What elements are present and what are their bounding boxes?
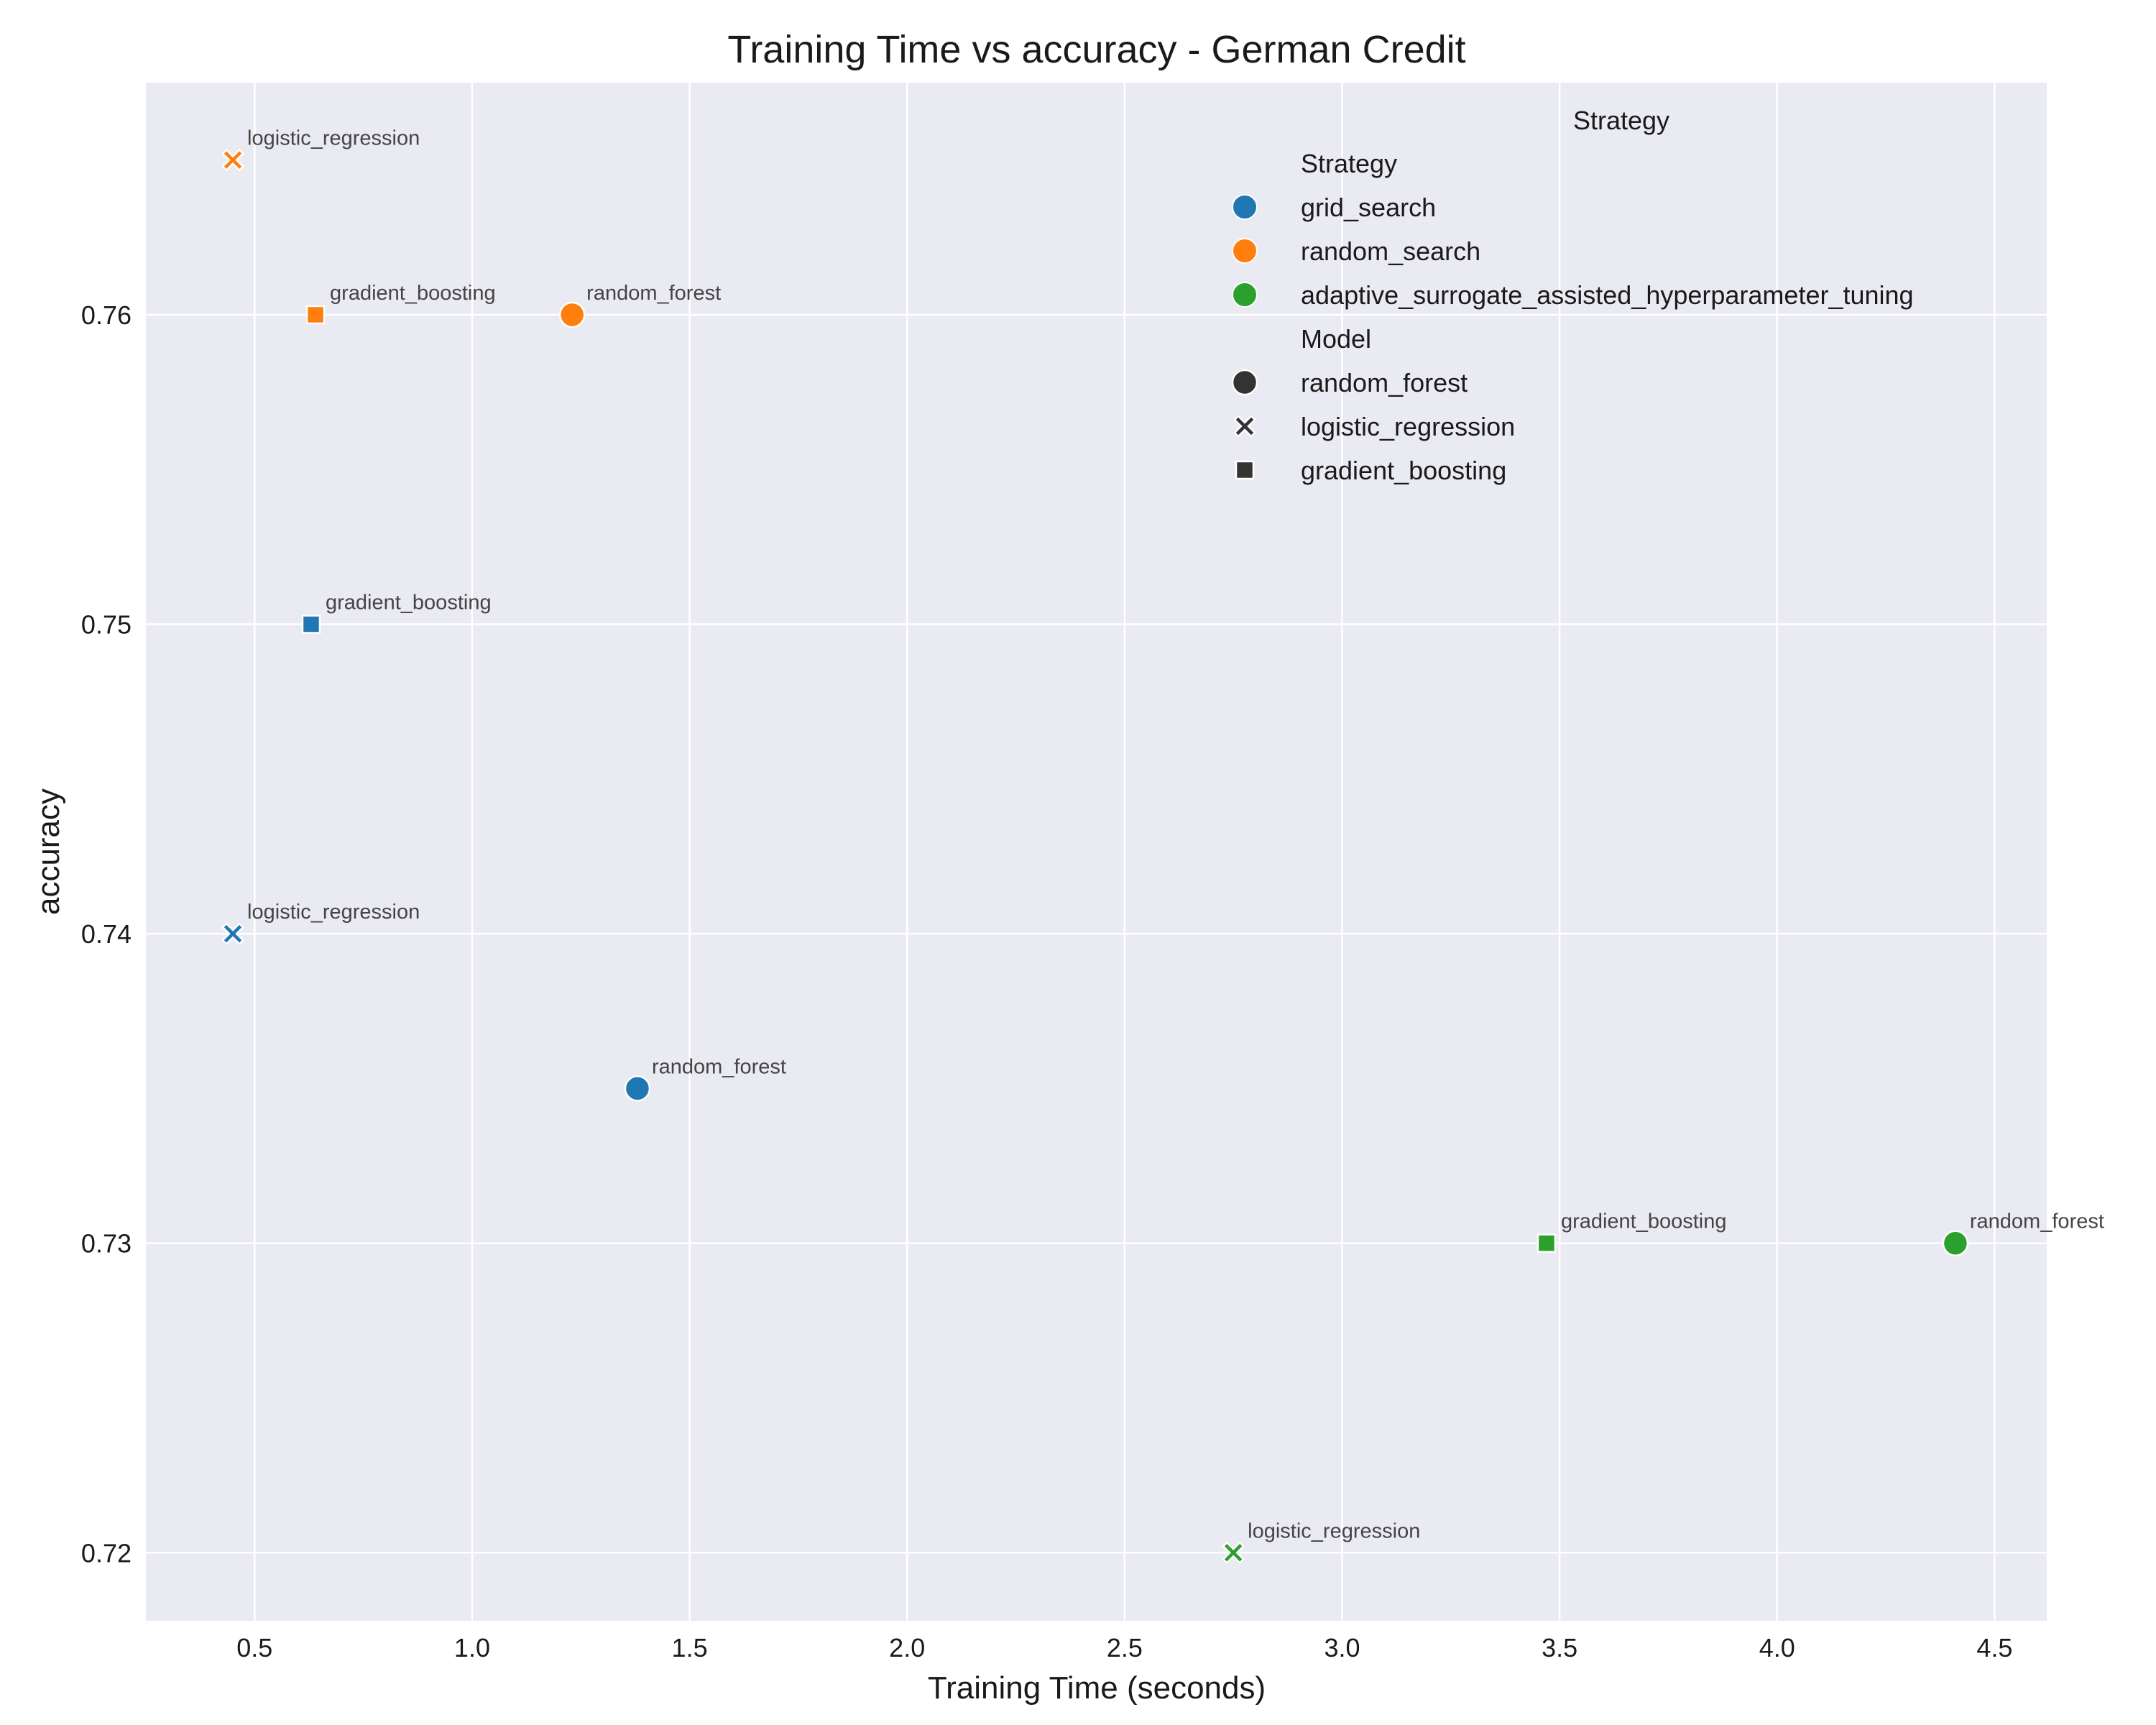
- legend-entry: random_search: [1301, 236, 1480, 266]
- point-label: gradient_boosting: [326, 592, 492, 615]
- legend-marker: [1232, 238, 1258, 264]
- legend-entry: grid_search: [1301, 193, 1436, 222]
- legend-entry: random_forest: [1301, 368, 1468, 397]
- point-label: random_forest: [652, 1055, 786, 1078]
- legend-marker: [1232, 194, 1258, 220]
- x-tick-label: 0.5: [236, 1633, 272, 1662]
- y-axis-label: accuracy: [31, 788, 66, 915]
- legend-entry: adaptive_surrogate_assisted_hyperparamet…: [1301, 280, 1914, 310]
- x-tick-label: 2.0: [889, 1633, 925, 1662]
- x-axis-label: Training Time (seconds): [928, 1670, 1266, 1706]
- x-tick-labels: 0.5 1.0 1.5 2.0 2.5 3.0 3.5 4.0 4.5: [236, 1633, 2012, 1662]
- data-point-adaptive-surrogate-assisted-hyperparameter-tuning-random-forest: [1942, 1230, 1969, 1256]
- point-label: gradient_boosting: [330, 282, 496, 305]
- point-label: logistic_regression: [1248, 1519, 1420, 1542]
- point-label: logistic_regression: [247, 901, 420, 924]
- data-point-random-search-gradient-boosting: [305, 305, 326, 325]
- legend-marker: [1232, 282, 1258, 308]
- point-label: random_forest: [586, 282, 721, 305]
- legend-entry: gradient_boosting: [1301, 456, 1506, 485]
- data-point-grid-search-random-forest: [624, 1075, 651, 1102]
- data-point-grid-search-gradient-boosting: [301, 615, 321, 634]
- data-points: [221, 148, 1969, 1565]
- chart-title: Training Time vs accuracy - German Credi…: [727, 28, 1465, 71]
- data-point-adaptive-surrogate-assisted-hyperparameter-tuning-logistic-regression: [1222, 1541, 1245, 1565]
- point-label: random_forest: [1970, 1210, 2104, 1233]
- y-tick-label: 0.73: [81, 1229, 132, 1259]
- y-tick-label: 0.76: [81, 300, 132, 330]
- point-labels: random_forest logistic_regression gradient…: [247, 127, 2104, 1543]
- x-tick-label: 1.5: [672, 1633, 708, 1662]
- data-point-grid-search-logistic-regression: [221, 922, 244, 945]
- x-tick-label: 4.0: [1759, 1633, 1795, 1662]
- data-point-random-search-logistic-regression: [221, 148, 244, 172]
- legend-hue-title: Strategy: [1301, 149, 1397, 178]
- legend-entries: Strategy grid_search random_search adaptive…: [1231, 149, 1914, 485]
- y-tick-label: 0.72: [81, 1538, 132, 1568]
- plot-area: [146, 83, 2047, 1621]
- x-tick-label: 1.0: [454, 1633, 490, 1662]
- legend-style-title: Model: [1301, 324, 1371, 354]
- point-label: gradient_boosting: [1561, 1210, 1727, 1233]
- data-point-adaptive-surrogate-assisted-hyperparameter-tuning-gradient-boosting: [1537, 1233, 1557, 1253]
- data-point-random-search-random-forest: [558, 301, 586, 328]
- legend-outer-title: Strategy: [1573, 106, 1669, 135]
- y-tick-label: 0.75: [81, 610, 132, 640]
- y-tick-label: 0.74: [81, 919, 132, 949]
- x-tick-label: 3.0: [1324, 1633, 1360, 1662]
- x-tick-label: 4.5: [1976, 1633, 2012, 1662]
- legend: Strategy Strategy grid_search random_searc…: [1231, 106, 1914, 485]
- grid-lines: [146, 83, 2047, 1621]
- x-tick-label: 2.5: [1107, 1633, 1143, 1662]
- legend-entry: logistic_regression: [1301, 412, 1515, 441]
- y-tick-labels: 0.72 0.73 0.74 0.75 0.76: [81, 300, 132, 1568]
- point-label: logistic_regression: [247, 127, 420, 150]
- x-tick-label: 3.5: [1542, 1633, 1577, 1662]
- legend-marker: [1231, 369, 1258, 396]
- legend-marker: [1233, 415, 1256, 438]
- legend-marker: [1235, 460, 1255, 480]
